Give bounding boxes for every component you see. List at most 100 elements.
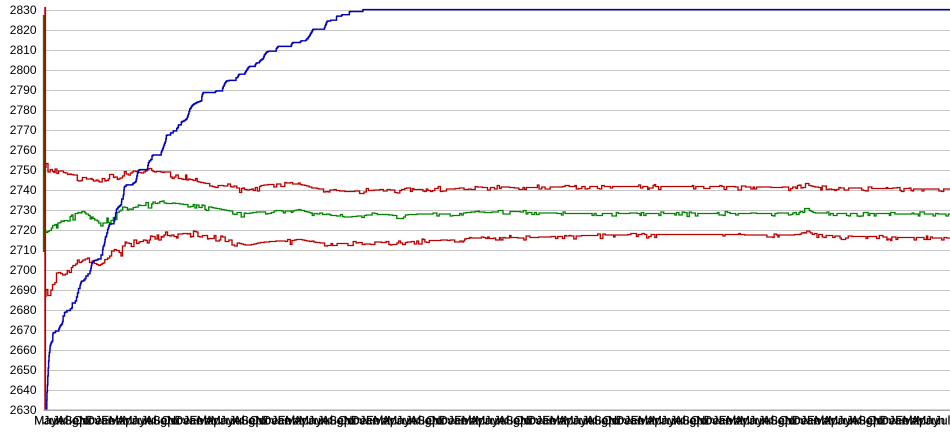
svg-text:Jul: Jul — [846, 414, 862, 428]
svg-text:Apr: Apr — [823, 414, 842, 428]
svg-text:Apr: Apr — [205, 414, 224, 428]
svg-text:2790: 2790 — [10, 83, 37, 97]
svg-text:Dec: Dec — [351, 414, 373, 428]
svg-text:Feb: Feb — [895, 414, 916, 428]
svg-text:Aug: Aug — [410, 414, 432, 428]
svg-text:Jul: Jul — [582, 414, 598, 428]
svg-text:Jan: Jan — [95, 414, 115, 428]
svg-text:Apr: Apr — [294, 414, 313, 428]
svg-text:Dec: Dec — [174, 414, 196, 428]
svg-text:Feb: Feb — [189, 414, 210, 428]
svg-text:Aug: Aug — [851, 414, 873, 428]
svg-text:Dec: Dec — [792, 414, 814, 428]
svg-text:Jan: Jan — [888, 414, 908, 428]
svg-text:2650: 2650 — [10, 363, 37, 377]
svg-text:Nov: Nov — [167, 414, 190, 428]
svg-text:Sep: Sep — [682, 414, 704, 428]
svg-text:Dec: Dec — [439, 414, 461, 428]
svg-text:May: May — [916, 414, 940, 428]
svg-text:Sep: Sep — [241, 414, 263, 428]
svg-text:Oct: Oct — [249, 414, 269, 428]
svg-text:Nov: Nov — [696, 414, 719, 428]
svg-text:2680: 2680 — [10, 303, 37, 317]
svg-text:May: May — [740, 414, 764, 428]
svg-text:Sep: Sep — [329, 414, 351, 428]
svg-text:Jun: Jun — [220, 414, 240, 428]
svg-text:Dec: Dec — [263, 414, 285, 428]
svg-text:Feb: Feb — [278, 414, 299, 428]
svg-text:Mar: Mar — [903, 414, 924, 428]
svg-text:May: May — [299, 414, 323, 428]
svg-text:2710: 2710 — [10, 243, 37, 257]
svg-text:Feb: Feb — [542, 414, 563, 428]
svg-text:Mar: Mar — [638, 414, 659, 428]
svg-text:Jun: Jun — [396, 414, 416, 428]
svg-text:Jan: Jan — [800, 414, 820, 428]
svg-text:May: May — [211, 414, 235, 428]
svg-text:Jul: Jul — [494, 414, 510, 428]
svg-text:Feb: Feb — [454, 414, 475, 428]
svg-text:Nov: Nov — [432, 414, 455, 428]
svg-text:Jul: Jul — [758, 414, 774, 428]
svg-text:Jun: Jun — [131, 414, 151, 428]
svg-text:Mar: Mar — [285, 414, 306, 428]
svg-text:2700: 2700 — [10, 263, 37, 277]
svg-text:Jul: Jul — [670, 414, 686, 428]
svg-text:Jul: Jul — [229, 414, 245, 428]
svg-text:Feb: Feb — [807, 414, 828, 428]
svg-text:Jul: Jul — [53, 414, 69, 428]
svg-text:Jul: Jul — [317, 414, 333, 428]
svg-text:May: May — [387, 414, 411, 428]
svg-text:2750: 2750 — [10, 163, 37, 177]
svg-text:Nov: Nov — [79, 414, 102, 428]
svg-text:Jun: Jun — [484, 414, 504, 428]
svg-text:Aug: Aug — [322, 414, 344, 428]
svg-text:Oct: Oct — [867, 414, 887, 428]
svg-text:May: May — [122, 414, 146, 428]
svg-text:Sep: Sep — [858, 414, 880, 428]
svg-text:2630: 2630 — [10, 403, 37, 417]
svg-text:Sep: Sep — [770, 414, 792, 428]
svg-text:Oct: Oct — [73, 414, 93, 428]
svg-text:Aug: Aug — [57, 414, 79, 428]
svg-text:Oct: Oct — [690, 414, 710, 428]
svg-text:Dec: Dec — [704, 414, 726, 428]
svg-text:Apr: Apr — [470, 414, 489, 428]
svg-text:Jul: Jul — [141, 414, 157, 428]
svg-text:Mar: Mar — [109, 414, 130, 428]
svg-text:Jun: Jun — [572, 414, 592, 428]
svg-text:Mar: Mar — [462, 414, 483, 428]
svg-text:2690: 2690 — [10, 283, 37, 297]
svg-text:Nov: Nov — [785, 414, 808, 428]
svg-text:Apr: Apr — [382, 414, 401, 428]
svg-text:Jul: Jul — [405, 414, 421, 428]
svg-text:Jun: Jun — [661, 414, 681, 428]
svg-text:Jan: Jan — [712, 414, 732, 428]
svg-text:Jan: Jan — [447, 414, 467, 428]
svg-text:Sep: Sep — [505, 414, 527, 428]
svg-text:2740: 2740 — [10, 183, 37, 197]
svg-text:Mar: Mar — [197, 414, 218, 428]
svg-text:Aug: Aug — [498, 414, 520, 428]
svg-text:Apr: Apr — [646, 414, 665, 428]
svg-text:Feb: Feb — [101, 414, 122, 428]
svg-text:Oct: Oct — [514, 414, 534, 428]
svg-text:2660: 2660 — [10, 343, 37, 357]
svg-text:Dec: Dec — [616, 414, 638, 428]
svg-text:Aug: Aug — [586, 414, 608, 428]
svg-text:2800: 2800 — [10, 63, 37, 77]
svg-text:Nov: Nov — [873, 414, 896, 428]
svg-text:Oct: Oct — [338, 414, 358, 428]
svg-text:May: May — [828, 414, 852, 428]
svg-text:Apr: Apr — [735, 414, 754, 428]
svg-text:2730: 2730 — [10, 203, 37, 217]
svg-text:2780: 2780 — [10, 103, 37, 117]
svg-text:Dec: Dec — [880, 414, 902, 428]
svg-text:Aug: Aug — [674, 414, 696, 428]
svg-text:Sep: Sep — [64, 414, 86, 428]
svg-text:May: May — [652, 414, 676, 428]
svg-text:Jul: Jul — [935, 414, 950, 428]
svg-text:Mar: Mar — [726, 414, 747, 428]
svg-text:Nov: Nov — [344, 414, 367, 428]
svg-text:2820: 2820 — [10, 23, 37, 37]
